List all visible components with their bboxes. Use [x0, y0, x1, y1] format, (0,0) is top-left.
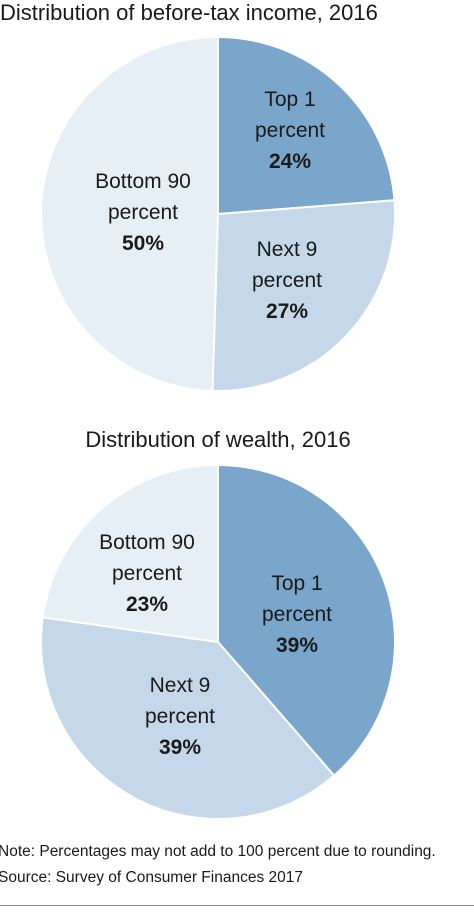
slice-label-next-9-percent: Next 9 percent 39%: [145, 674, 215, 759]
pie-slice-top-1-percent: [217, 35, 396, 216]
pie-slice-next-9-percent: [211, 199, 396, 392]
slice-label-next-9-percent: Next 9 percent 27%: [252, 238, 322, 323]
slice-label-bottom-90-percent: Bottom 90 percent 50%: [95, 170, 191, 255]
slice-label-top-1-percent: Top 1 percent 39%: [262, 572, 332, 657]
bottom-divider: [0, 905, 474, 906]
pie-slice-bottom-90-percent: [41, 463, 219, 644]
wealth-chart-title: Distribution of wealth, 2016: [85, 427, 350, 452]
pie-slice-bottom-90-percent: [40, 35, 219, 392]
footnote-source: Source: Survey of Consumer Finances 2017: [0, 869, 303, 886]
wealth-pie: Top 1 percent 39% Next 9 percent 39% Bottom 90…: [40, 463, 396, 820]
slice-label-bottom-90-percent: Bottom 90 percent 23%: [99, 531, 195, 616]
pie-slice-top-1-percent: [217, 463, 396, 778]
pie-slice-next-9-percent: [40, 616, 336, 820]
income-chart-title: Distribution of before-tax income, 2016: [0, 0, 378, 25]
slice-label-top-1-percent: Top 1 percent 24%: [255, 88, 325, 173]
income-pie: Top 1 percent 24% Next 9 percent 27% Bottom 90…: [40, 35, 396, 392]
footnote-note: Note: Percentages may not add to 100 per…: [0, 843, 436, 860]
